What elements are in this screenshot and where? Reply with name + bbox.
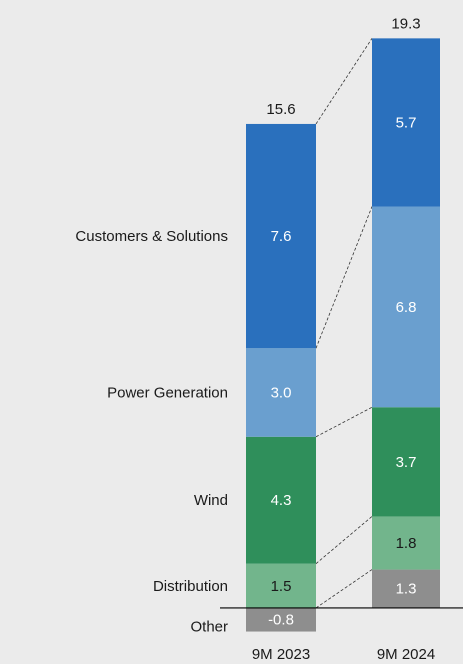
bar-segment [246,607,316,632]
connector [315,569,373,609]
bar-segment [246,348,316,437]
value-label: 1.3 [396,581,417,598]
legend-label: Power Generation [107,384,228,401]
x-tick-label: 9M 2024 [377,646,435,663]
value-label: 3.0 [271,384,292,401]
value-label: 4.3 [271,492,292,509]
value-label: 3.7 [396,454,417,471]
total-label: 15.6 [266,101,295,118]
value-label: 1.5 [271,578,292,595]
bar-segment [372,206,440,408]
connector [315,38,373,125]
legend-label: Wind [194,492,228,509]
bar-segment [246,123,316,349]
bar-segment [246,436,316,564]
total-label: 19.3 [391,15,420,32]
value-label: -0.8 [268,612,294,629]
legend-label: Other [190,619,228,636]
value-label: 5.7 [396,114,417,131]
x-tick-label: 9M 2023 [252,646,310,663]
connector [315,516,373,564]
bar-segment [372,407,440,517]
bar-segment [372,569,440,608]
value-label: 7.6 [271,228,292,245]
connector [315,406,373,438]
value-label: 1.8 [396,535,417,552]
legend-label: Distribution [153,578,228,595]
bar-segment [246,563,316,608]
bar-segment [372,38,440,207]
connector [315,206,373,349]
bar-segment [372,516,440,570]
value-label: 6.8 [396,299,417,316]
legend-label: Customers & Solutions [75,228,228,245]
